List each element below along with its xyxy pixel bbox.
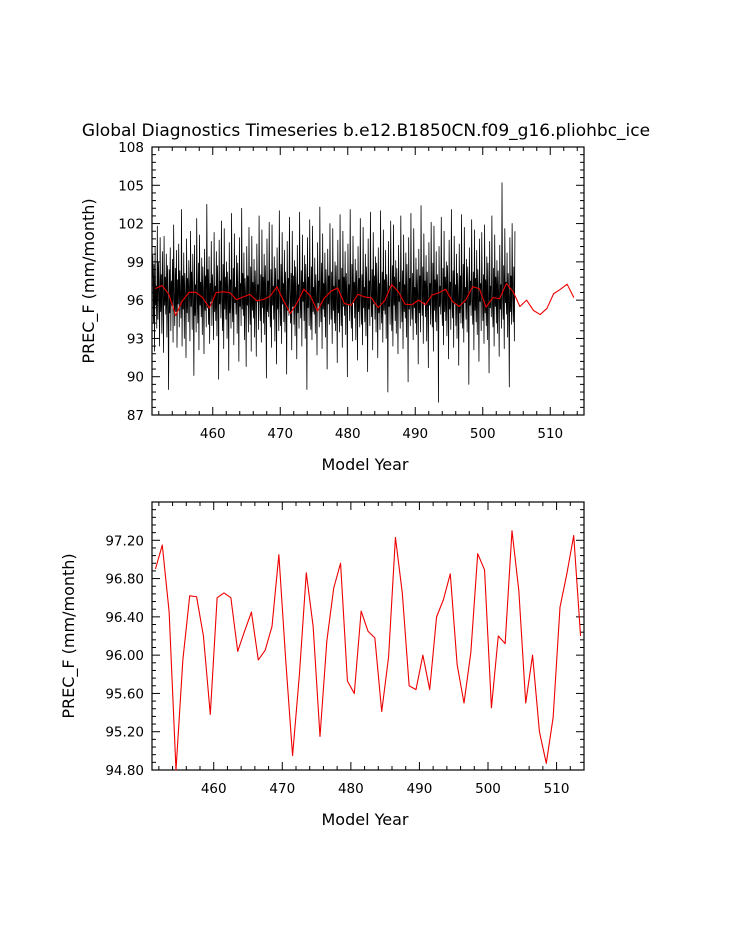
top-panel: 460 470 480 490 500 510 87 90 93 96 99 102 105 108 M… xyxy=(79,140,585,474)
bottom-x-axis-label: Model Year xyxy=(322,810,409,829)
y-tick-label: 108 xyxy=(118,140,144,156)
x-tick-label: 490 xyxy=(407,781,433,797)
y-tick-label: 102 xyxy=(118,217,144,233)
bottom-y-tick-labels: 94.80 95.20 95.60 96.00 96.40 96.80 97.20 xyxy=(105,533,144,779)
y-tick-label: 99 xyxy=(127,255,144,271)
top-series xyxy=(151,182,575,403)
annual-mean-series-line xyxy=(154,530,582,771)
top-ticks xyxy=(152,146,584,416)
y-tick-label: 93 xyxy=(127,331,144,347)
y-tick-label: 90 xyxy=(127,370,144,386)
y-tick-label: 96.00 xyxy=(105,648,144,664)
annual-mean-series-line xyxy=(155,282,575,317)
y-tick-label: 87 xyxy=(127,408,144,424)
top-x-axis-label: Model Year xyxy=(322,455,409,474)
bottom-series xyxy=(154,530,582,771)
y-tick-label: 95.60 xyxy=(105,686,144,702)
x-tick-label: 480 xyxy=(338,781,364,797)
top-y-tick-labels: 87 90 93 96 99 102 105 108 xyxy=(118,140,144,424)
top-y-axis-label: PREC_F (mm/month) xyxy=(79,198,99,363)
y-tick-label: 95.20 xyxy=(105,725,144,741)
bottom-plot-frame xyxy=(151,501,585,771)
x-tick-label: 480 xyxy=(335,426,361,442)
bottom-y-axis-label: PREC_F (mm/month) xyxy=(59,553,79,718)
bottom-ticks xyxy=(152,501,585,771)
x-tick-label: 500 xyxy=(470,426,496,442)
y-tick-label: 94.80 xyxy=(105,763,144,779)
x-tick-label: 500 xyxy=(475,781,501,797)
y-tick-label: 96 xyxy=(127,293,144,309)
y-tick-label: 105 xyxy=(118,178,144,194)
y-tick-label: 96.40 xyxy=(105,610,144,626)
bottom-panel: 460 470 480 490 500 510 94.8095.2095.6096.009… xyxy=(59,501,585,829)
x-tick-label: 470 xyxy=(267,426,293,442)
figure-title: Global Diagnostics Timeseries b.e12.B185… xyxy=(82,121,650,141)
x-tick-label: 510 xyxy=(544,781,570,797)
x-tick-label: 510 xyxy=(537,426,563,442)
x-tick-label: 460 xyxy=(200,426,226,442)
bottom-x-tick-labels: 460 470 480 490 500 510 xyxy=(201,781,570,797)
top-x-tick-labels: 460 470 480 490 500 510 xyxy=(200,426,563,442)
monthly-series-line xyxy=(151,182,516,403)
x-tick-label: 460 xyxy=(201,781,227,797)
y-tick-label: 97.20 xyxy=(105,533,144,549)
y-tick-label: 96.80 xyxy=(105,572,144,588)
x-tick-label: 490 xyxy=(402,426,428,442)
top-plot-frame xyxy=(151,146,585,416)
x-tick-label: 470 xyxy=(269,781,295,797)
